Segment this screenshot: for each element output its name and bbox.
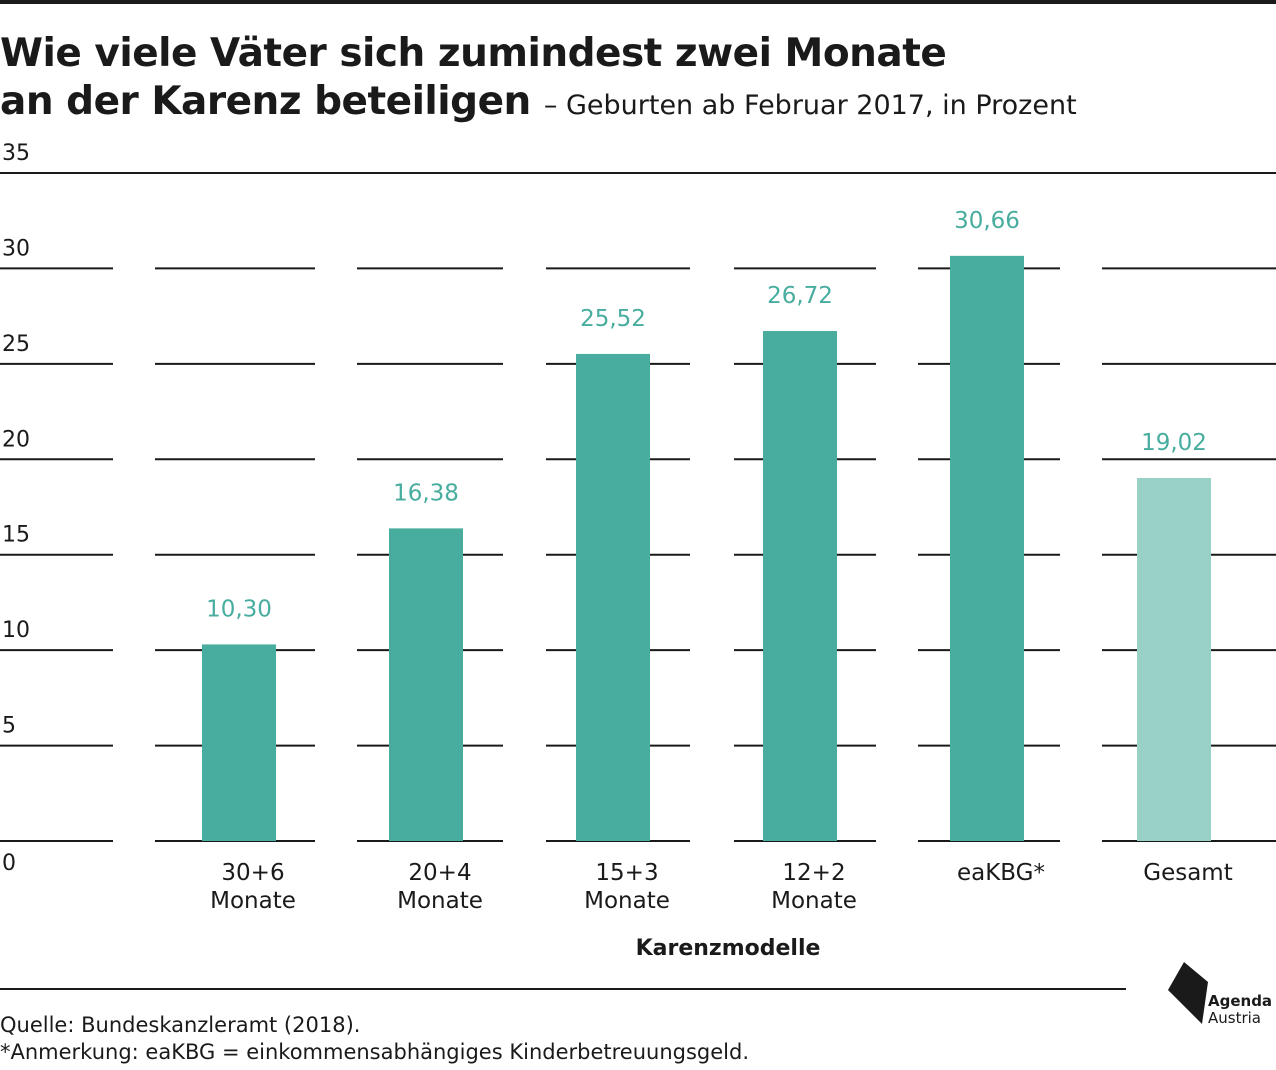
value-label: 19,02 [1141, 430, 1207, 456]
bar [389, 528, 463, 841]
logo-line-2: Austria [1208, 1009, 1261, 1027]
chart-subtitle: – Geburten ab Februar 2017, in Prozent [543, 90, 1077, 122]
value-label: 25,52 [580, 306, 646, 332]
value-label: 10,30 [206, 596, 272, 622]
y-tick-label: 0 [2, 851, 16, 876]
x-tick-label: 20+4 Monate [397, 860, 483, 914]
x-tick-label-line: 12+2 [782, 860, 845, 886]
bar [950, 255, 1024, 841]
chart-title: Wie viele Väter sich zumindest zwei Mona… [0, 30, 1077, 127]
title-rule [0, 172, 1276, 174]
bar [763, 331, 837, 841]
x-tick-label-line: Monate [397, 888, 483, 914]
x-tick-label-line: 30+6 [221, 860, 284, 886]
x-tick-label: 12+2 Monate [771, 860, 857, 914]
value-label: 16,38 [393, 480, 459, 506]
value-labels: 10,30 16,38 25,52 26,72 30,66 19,02 [206, 208, 1207, 623]
annotation-note: *Anmerkung: eaKBG = einkommensabhängiges… [0, 1040, 750, 1064]
x-tick-label: Gesamt [1143, 860, 1232, 886]
bar [202, 644, 276, 841]
y-tick-label: 25 [2, 332, 30, 357]
y-tick-label: 35 [2, 141, 30, 166]
x-tick-label-line: 15+3 [595, 860, 658, 886]
y-tick-label: 20 [2, 427, 30, 452]
logo-text: Agenda Austria [1208, 993, 1272, 1027]
x-tick-label-line: 20+4 [408, 860, 471, 886]
x-axis-label: Karenzmodelle [635, 936, 821, 961]
y-tick-label: 30 [2, 236, 30, 261]
x-tick-label: 15+3 Monate [584, 860, 670, 914]
x-tick-label: 30+6 Monate [210, 860, 296, 914]
x-tick-label-line: Monate [210, 888, 296, 914]
y-axis-ticks: 0 5 10 15 20 25 30 35 [2, 141, 30, 876]
x-tick-label: eaKBG* [957, 860, 1045, 886]
logo-mark-icon [1168, 962, 1208, 1024]
agenda-austria-logo [1168, 962, 1208, 1024]
x-tick-label-line: Gesamt [1143, 860, 1232, 886]
footer: Quelle: Bundeskanzleramt (2018). *Anmerk… [0, 1012, 749, 1066]
title-line-1: Wie viele Väter sich zumindest zwei Mona… [0, 31, 947, 76]
logo-line-1: Agenda [1208, 992, 1273, 1010]
footer-rule [0, 988, 1126, 990]
y-tick-label: 10 [2, 618, 30, 643]
y-tick-label: 15 [2, 523, 30, 548]
source-note: Quelle: Bundeskanzleramt (2018). [0, 1013, 361, 1037]
title-line-2: an der Karenz beteiligen [0, 79, 531, 125]
x-tick-label-line: eaKBG* [957, 860, 1045, 886]
bars [202, 255, 1211, 841]
x-tick-label-line: Monate [771, 888, 857, 914]
x-tick-label-line: Monate [584, 888, 670, 914]
bar [1137, 477, 1211, 841]
bar [576, 353, 650, 841]
value-label: 30,66 [954, 208, 1020, 234]
y-tick-label: 5 [2, 714, 16, 739]
value-label: 26,72 [767, 283, 833, 309]
top-rule [0, 0, 1276, 4]
